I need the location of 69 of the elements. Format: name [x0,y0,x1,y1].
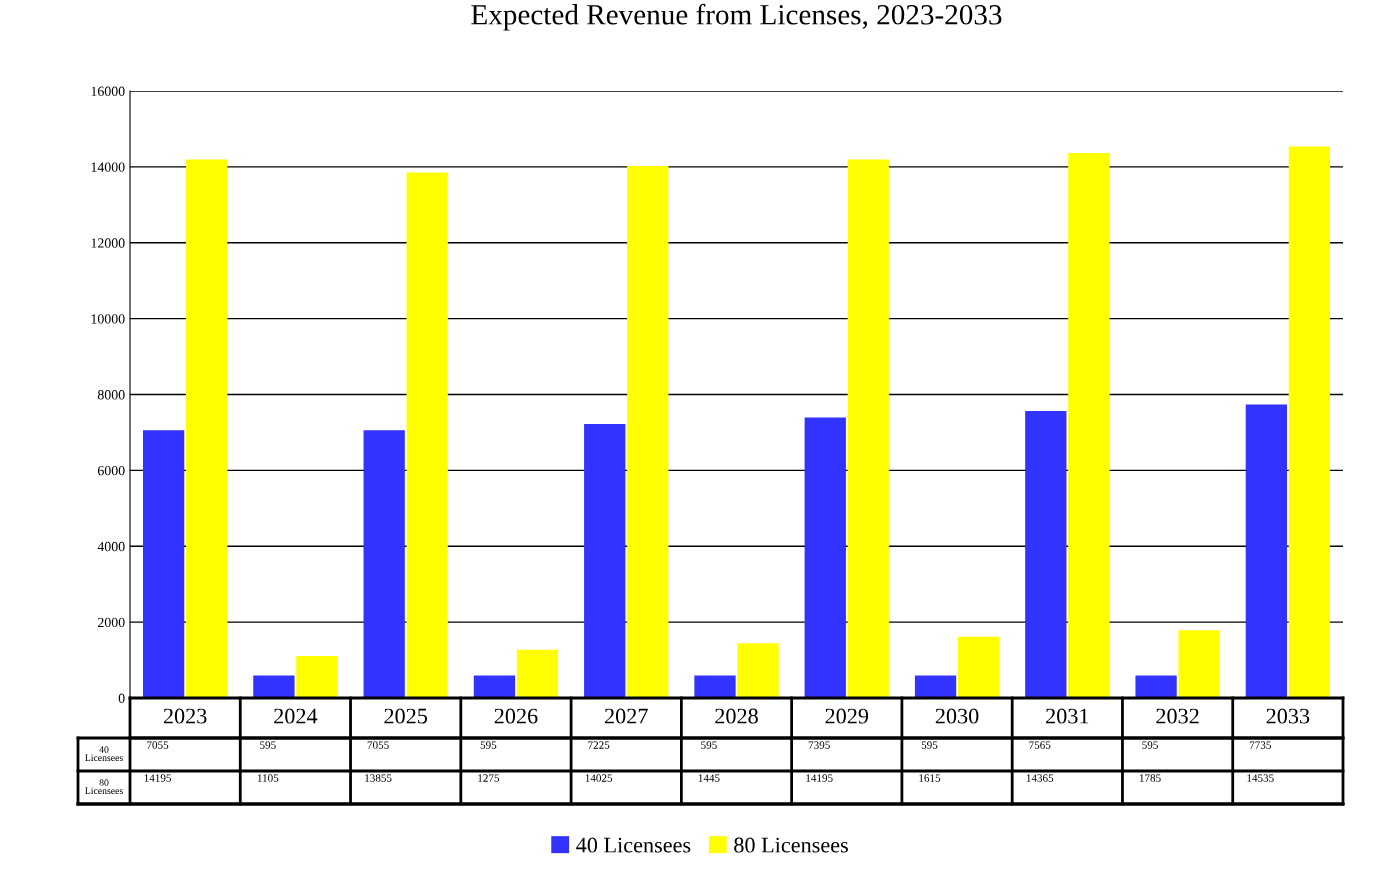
y-tick-label: 12000 [91,238,125,248]
data-label: 7055 [147,741,169,749]
x-tick-label: 2024 [274,708,318,724]
bar [363,430,405,698]
text: 40 Licensees [85,746,123,761]
legend-label: 40 Licensees [576,837,691,853]
data-label: 7735 [1249,741,1271,749]
data-label: 595 [701,741,717,749]
bar [957,636,1000,698]
chart-title: Expected Revenue from Licenses, 2023-2033 [471,3,1002,31]
data-label: 1445 [698,774,720,782]
bar [1245,404,1287,698]
bar [1288,146,1331,698]
y-tick-label: 0 [118,693,125,703]
bar [627,165,669,698]
bar [694,675,736,698]
bar [1025,411,1067,698]
data-label: 14195 [806,774,833,782]
x-tick-label: 2027 [604,708,648,724]
data-label: 7225 [588,741,610,749]
data-label: 1105 [257,774,279,782]
data-label: 13855 [365,774,392,782]
x-tick-label: 2025 [384,708,428,724]
bar [914,675,957,698]
bar [847,159,889,698]
data-label: 595 [921,741,938,749]
x-tick-label: 2029 [825,708,869,724]
data-label: 1615 [919,774,941,782]
data-label: 7565 [1029,741,1051,749]
bar [516,649,559,698]
bar [1135,675,1177,698]
data-label: 14365 [1026,774,1054,782]
bar [406,172,448,698]
x-tick-label: 2032 [1156,708,1199,724]
legend-label: 80 Licensees [734,837,848,853]
x-tick-label: 2028 [715,708,758,724]
x-tick-label: 2023 [163,708,207,724]
bar [253,675,295,698]
x-tick-label: 2031 [1046,708,1089,724]
data-label: 14535 [1247,774,1274,782]
x-tick-label: 2033 [1266,708,1310,724]
bar [737,643,779,698]
x-tick-label: 2030 [935,708,979,724]
bar [296,656,338,698]
data-label: 7055 [367,741,389,749]
data-label: 14195 [144,774,172,782]
text: 80 Licensees [85,779,123,794]
data-label: 1785 [1139,774,1161,782]
bar [186,159,228,698]
data-label: 595 [1142,741,1158,749]
data-label: 7395 [808,741,830,749]
y-tick-label: 14000 [91,162,125,172]
y-tick-label: 6000 [97,465,125,476]
data-label: 595 [260,741,276,749]
data-label: 595 [480,741,497,749]
y-tick-label: 4000 [97,541,125,552]
bar [584,423,626,698]
data-label: 14025 [585,774,613,782]
x-tick-label: 2026 [494,708,538,724]
bar [1068,153,1110,698]
bar [473,675,516,698]
bar [804,417,846,698]
y-tick-label: 2000 [97,617,125,628]
bar [142,430,185,698]
data-label: 1275 [478,774,500,782]
y-tick-label: 8000 [97,390,125,400]
y-tick-label: 16000 [91,86,125,96]
y-tick-label: 10000 [91,314,125,324]
bar [1178,630,1220,698]
